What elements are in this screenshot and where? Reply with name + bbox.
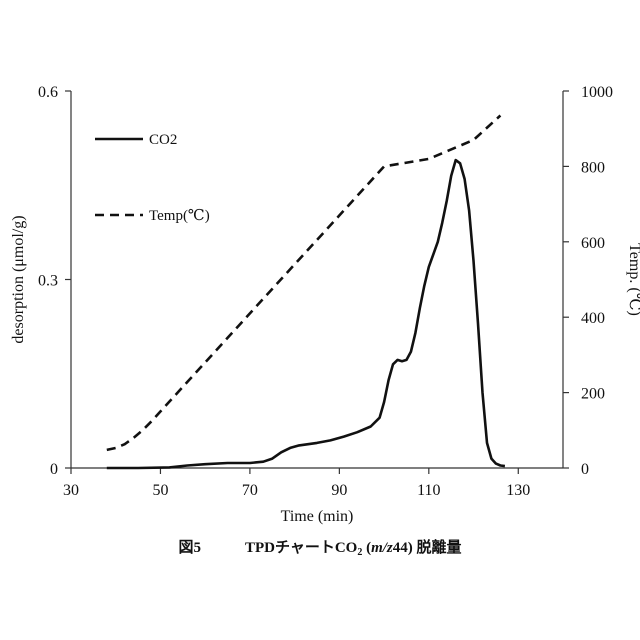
legend-label: Temp(℃) (149, 208, 210, 224)
caption-text-3: 44) 脱離量 (393, 540, 462, 556)
temperature-series-line (107, 116, 501, 450)
y2-axis-label: Temp. (℃) (626, 243, 640, 316)
axes: 30 50 70 90 110 130 0 0.3 0.6 0 200 400 600 800 1000 Ti… (10, 84, 640, 525)
caption-figure-number: 図5 (178, 540, 201, 556)
x-tick-label: 90 (331, 482, 347, 499)
legend-label: CO2 (149, 132, 177, 148)
y2-tick-label: 1000 (581, 84, 613, 101)
caption-italic: m/z (371, 540, 393, 556)
co2-series-line (107, 160, 505, 468)
x-tick-label: 50 (152, 482, 168, 499)
y2-tick-label: 0 (581, 461, 589, 478)
series-layer (107, 116, 505, 469)
y-axis-label: desorption (μmol/g) (10, 215, 27, 343)
x-tick-label: 130 (506, 482, 530, 499)
caption-text-2: ( (362, 540, 371, 556)
y2-tick-label: 400 (581, 310, 605, 327)
x-tick-label: 70 (242, 482, 258, 499)
y2-tick-label: 800 (581, 159, 605, 176)
x-tick-label: 30 (63, 482, 79, 499)
y-tick-label: 0 (50, 461, 58, 478)
y-tick-label: 0.3 (38, 273, 58, 290)
tpd-chart: 30 50 70 90 110 130 0 0.3 0.6 0 200 400 600 800 1000 Ti… (0, 0, 640, 530)
caption-text-1: TPDチャートCO (245, 540, 357, 556)
y-tick-label: 0.6 (38, 84, 58, 101)
y2-tick-label: 200 (581, 386, 605, 403)
x-axis-label: Time (min) (281, 508, 354, 525)
x-tick-label: 110 (417, 482, 440, 499)
figure-caption: 図5TPDチャートCO2 (m/z44) 脱離量 (0, 536, 640, 558)
legend: CO2 Temp(℃) (95, 132, 210, 224)
y2-tick-label: 600 (581, 235, 605, 252)
